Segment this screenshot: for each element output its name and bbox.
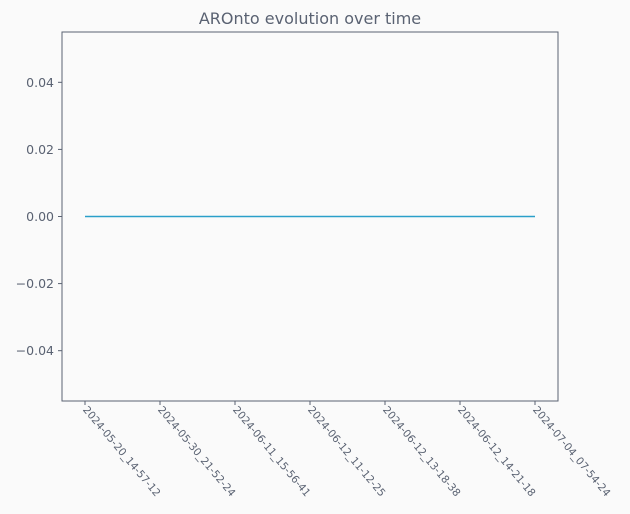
x-tick-label: 2024-06-12_11-12-25 [305,404,387,499]
chart-title: AROnto evolution over time [199,9,421,28]
x-axis: 2024-05-20_14-57-122024-05-30_21-52-2420… [80,401,613,499]
y-tick-label: 0.00 [26,209,54,224]
y-tick-label: 0.04 [26,75,54,90]
x-tick-label: 2024-05-20_14-57-12 [80,404,162,499]
x-tick-label: 2024-07-04_07-54-24 [530,404,613,499]
x-tick-label: 2024-06-11_15-56-41 [230,404,312,499]
x-tick-label: 2024-06-12_13-18-38 [380,404,462,499]
y-tick-label: 0.02 [26,142,54,157]
y-tick-label: −0.04 [16,343,54,358]
x-tick-label: 2024-06-12_14-21-18 [455,404,537,499]
x-tick-label: 2024-05-30_21-52-24 [155,404,238,499]
y-tick-label: −0.02 [16,276,54,291]
y-axis: 0.04 0.02 0.00 −0.02 −0.04 [16,75,62,358]
